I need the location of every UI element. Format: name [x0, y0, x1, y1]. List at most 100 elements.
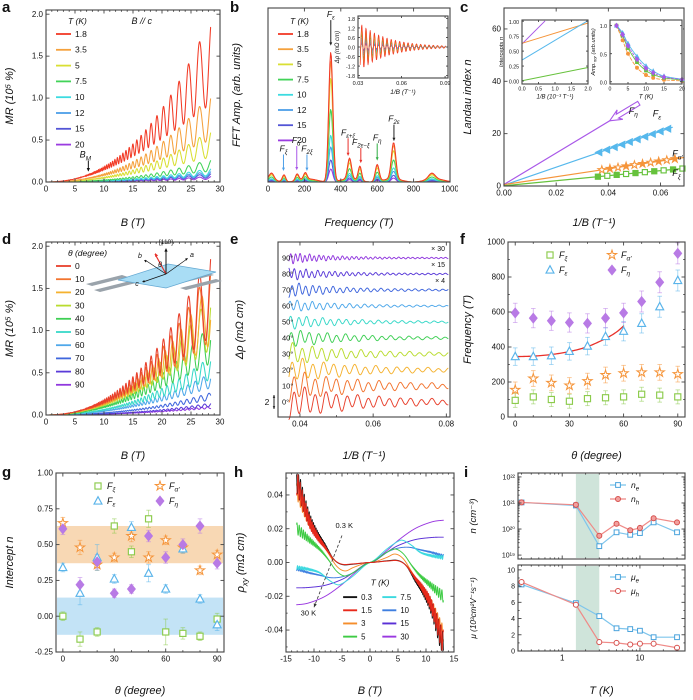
svg-text:1.00: 1.00 [37, 469, 53, 478]
svg-text:10: 10 [422, 655, 431, 664]
svg-text:40: 40 [492, 77, 501, 86]
svg-text:0: 0 [44, 185, 49, 194]
svg-text:30°: 30° [282, 350, 293, 359]
svg-text:1.0: 1.0 [32, 94, 44, 103]
svg-text:0.09: 0.09 [440, 81, 451, 87]
svg-text:3: 3 [361, 619, 365, 628]
svg-text:a: a [190, 252, 194, 259]
svg-text:20: 20 [75, 139, 85, 149]
svg-text:12: 12 [75, 108, 85, 118]
svg-text:5: 5 [75, 60, 80, 70]
svg-text:200: 200 [298, 185, 312, 194]
svg-text:60°: 60° [282, 302, 293, 311]
svg-text:Fα′: Fα′ [292, 135, 303, 148]
svg-text:3.5: 3.5 [297, 44, 309, 54]
svg-text:Fη: Fη [373, 132, 382, 145]
svg-text:0.5: 0.5 [32, 368, 44, 377]
svg-text:400: 400 [492, 343, 506, 352]
svg-text:15: 15 [75, 124, 85, 134]
svg-text:0.5: 0.5 [600, 52, 607, 58]
svg-text:1.2: 1.2 [348, 27, 355, 33]
svg-text:7.5: 7.5 [75, 76, 87, 86]
svg-text:1.8: 1.8 [75, 29, 87, 39]
svg-text:B // c: B // c [131, 16, 152, 26]
svg-text:-15: -15 [280, 655, 292, 664]
svg-text:5: 5 [297, 59, 302, 69]
svg-text:800: 800 [492, 273, 506, 282]
svg-text:60: 60 [619, 420, 628, 429]
svg-text:μ (10³cm²V⁻¹s⁻¹): μ (10³cm²V⁻¹s⁻¹) [469, 577, 478, 640]
panel-label-h: h [234, 464, 244, 481]
svg-text:-10: -10 [308, 655, 320, 664]
svg-text:MR (10⁵ %): MR (10⁵ %) [4, 67, 16, 125]
panel-c: c Fη Fε Fα′ Fξ 0.00 0.02 0.04 0.06 0 20 40 60 1/B (T… [458, 0, 693, 232]
svg-text:0.06: 0.06 [396, 81, 407, 87]
svg-text:1.5: 1.5 [568, 87, 575, 93]
svg-text:c: c [135, 281, 139, 288]
svg-text:μe: μe [630, 572, 640, 585]
svg-text:0.0: 0.0 [518, 87, 525, 93]
svg-text:800: 800 [407, 185, 421, 194]
svg-text:25: 25 [187, 185, 196, 194]
svg-text:0.75: 0.75 [509, 35, 519, 41]
svg-text:30: 30 [75, 300, 85, 310]
svg-text:2.0: 2.0 [584, 87, 591, 93]
svg-text:-0.25: -0.25 [35, 648, 54, 657]
svg-text:5: 5 [361, 632, 366, 641]
svg-text:60: 60 [161, 655, 170, 664]
svg-text:10: 10 [635, 654, 644, 663]
svg-text:F2ε: F2ε [388, 114, 400, 127]
svg-text:15: 15 [129, 185, 138, 194]
svg-text:90: 90 [75, 380, 85, 390]
svg-text:θ (degree): θ (degree) [115, 685, 166, 697]
svg-text:Fε: Fε [559, 265, 568, 278]
svg-text:70: 70 [75, 353, 85, 363]
svg-text:[110]: [110] [159, 239, 173, 246]
svg-text:20: 20 [158, 418, 167, 427]
svg-text:0.0: 0.0 [600, 80, 607, 86]
svg-text:0.25: 0.25 [37, 576, 53, 585]
svg-text:80°: 80° [282, 270, 293, 279]
svg-text:12: 12 [297, 105, 307, 115]
svg-text:Fα′: Fα′ [169, 481, 180, 494]
svg-text:20: 20 [297, 135, 307, 145]
svg-text:1.0: 1.0 [551, 87, 558, 93]
svg-text:Intercepts n: Intercepts n [499, 37, 505, 67]
svg-text:5: 5 [627, 87, 630, 93]
svg-text:10²⁰: 10²⁰ [502, 526, 515, 534]
svg-text:0: 0 [511, 649, 515, 656]
svg-text:15: 15 [661, 87, 667, 93]
svg-text:25: 25 [187, 418, 196, 427]
svg-text:Fε: Fε [327, 9, 335, 22]
panel-label-b: b [230, 0, 240, 16]
svg-text:0.00: 0.00 [37, 612, 53, 621]
svg-text:1.00: 1.00 [509, 20, 519, 26]
svg-text:60: 60 [492, 25, 501, 34]
svg-text:MR (10⁵ %): MR (10⁵ %) [4, 300, 16, 358]
svg-text:0.25: 0.25 [509, 65, 519, 71]
svg-text:1.5: 1.5 [32, 284, 44, 293]
panel-e-plot: 0° 10° 20° 30° 40° 50° 60° 70° 80° 90° × 30 × 15 × 4… [234, 241, 455, 462]
svg-text:Fα′: Fα′ [621, 250, 632, 263]
panel-h: h -15 -10 -5 0 5 10 15 -0.04 -0.02 0.00 0.02 0.04 B … [232, 464, 462, 700]
svg-text:10: 10 [75, 274, 85, 284]
svg-text:0: 0 [368, 655, 373, 664]
svg-text:90: 90 [213, 655, 222, 664]
svg-text:T (K): T (K) [589, 685, 614, 697]
svg-text:1/B (T⁻¹): 1/B (T⁻¹) [390, 89, 415, 96]
svg-text:10²²: 10²² [503, 475, 516, 482]
svg-text:0: 0 [75, 261, 80, 271]
svg-text:T (K): T (K) [371, 577, 390, 587]
svg-text:2.0: 2.0 [32, 10, 44, 19]
svg-text:7.5: 7.5 [297, 74, 309, 84]
panel-label-c: c [460, 0, 469, 16]
svg-text:0.03: 0.03 [353, 81, 364, 87]
svg-text:8: 8 [511, 584, 515, 591]
svg-text:BM: BM [80, 150, 92, 163]
svg-text:0.04: 0.04 [292, 420, 308, 429]
svg-text:T (K): T (K) [639, 94, 653, 101]
panel-g: g 0 30 60 90 -0.25 0.00 0.25 0.50 0.75 1.00 θ (deg… [0, 464, 232, 700]
svg-text:30: 30 [216, 185, 225, 194]
svg-text:Fα′: Fα′ [672, 149, 683, 162]
svg-text:0: 0 [61, 655, 66, 664]
